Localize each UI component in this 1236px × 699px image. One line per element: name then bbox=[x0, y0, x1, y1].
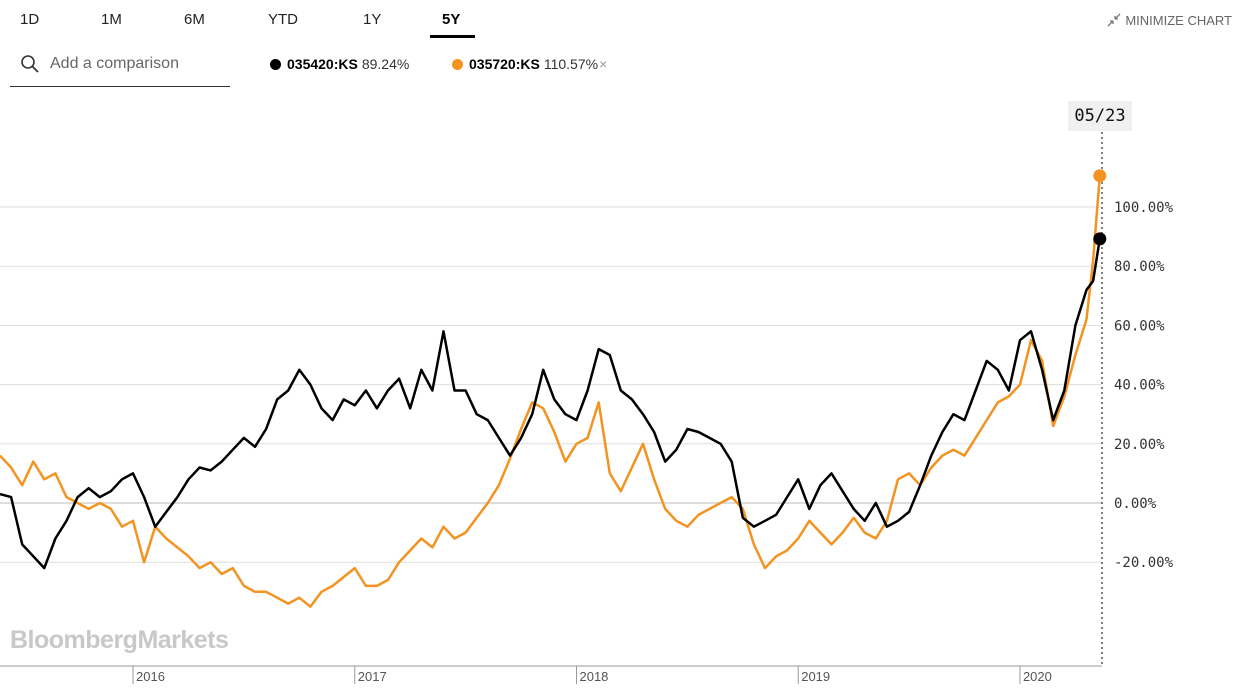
minimize-chart-button[interactable]: MINIMIZE CHART bbox=[1107, 13, 1232, 28]
series-line-035420:KS bbox=[0, 238, 1102, 570]
y-tick-label: 0.00% bbox=[1114, 496, 1157, 512]
minimize-label: MINIMIZE CHART bbox=[1125, 13, 1232, 28]
search-icon bbox=[21, 55, 39, 73]
tab-1m[interactable]: 1M bbox=[101, 11, 122, 28]
legend-symbol: 035720:KS bbox=[469, 56, 540, 72]
y-tick-label: -20.00% bbox=[1114, 555, 1174, 571]
legend-value: 110.57% bbox=[543, 56, 599, 72]
x-axis: 2016 2017 2018 2019 2020 bbox=[0, 665, 1102, 684]
series-end-points bbox=[1093, 169, 1107, 246]
legend-symbol: 035420:KS bbox=[287, 56, 358, 72]
series-lines bbox=[0, 175, 1102, 608]
timeframe-tabs: 1D 1M 6M YTD 1Y 5Y MINIMIZE CHART bbox=[0, 0, 1236, 38]
grid-lines bbox=[0, 206, 1102, 563]
tab-ytd[interactable]: YTD bbox=[268, 11, 298, 28]
x-tick-label: 2017 bbox=[358, 669, 387, 684]
comparison-search bbox=[10, 48, 230, 87]
active-tab-indicator bbox=[430, 35, 475, 38]
series-end-dot-035720:KS bbox=[1093, 169, 1107, 183]
tab-1d[interactable]: 1D bbox=[20, 11, 40, 28]
remove-comparison-icon[interactable]: × bbox=[599, 56, 608, 72]
hover-date-label: 05/23 bbox=[1068, 101, 1132, 131]
x-tick-label: 2018 bbox=[579, 669, 608, 684]
legend-item-035420: 035420:KS 89.24% bbox=[270, 56, 409, 72]
series-dot-orange bbox=[452, 59, 463, 70]
bloomberg-watermark: BloombergMarkets bbox=[10, 626, 229, 654]
x-tick-label: 2019 bbox=[801, 669, 830, 684]
legend-value: 89.24% bbox=[361, 56, 410, 72]
tab-5y[interactable]: 5Y bbox=[442, 11, 461, 28]
series-dot-black bbox=[270, 59, 281, 70]
x-tick-label: 2020 bbox=[1023, 669, 1052, 684]
y-tick-label: 40.00% bbox=[1114, 378, 1165, 394]
tab-6m[interactable]: 6M bbox=[184, 11, 205, 28]
series-line-035720:KS bbox=[0, 175, 1102, 608]
series-end-dot-035420:KS bbox=[1093, 232, 1107, 246]
y-tick-label: 20.00% bbox=[1114, 437, 1165, 453]
legend-item-035720: 035720:KS 110.57%× bbox=[452, 56, 607, 72]
x-tick-label: 2016 bbox=[136, 669, 165, 684]
y-tick-label: 100.00% bbox=[1114, 200, 1174, 216]
y-tick-label: 60.00% bbox=[1114, 318, 1165, 334]
y-axis-ticks: 100.00% 80.00% 60.00% 40.00% 20.00% 0.00% -20.… bbox=[1114, 200, 1174, 571]
tab-1y[interactable]: 1Y bbox=[363, 11, 382, 28]
search-input[interactable] bbox=[48, 50, 228, 78]
y-tick-label: 80.00% bbox=[1114, 259, 1165, 275]
minimize-icon bbox=[1107, 13, 1121, 27]
